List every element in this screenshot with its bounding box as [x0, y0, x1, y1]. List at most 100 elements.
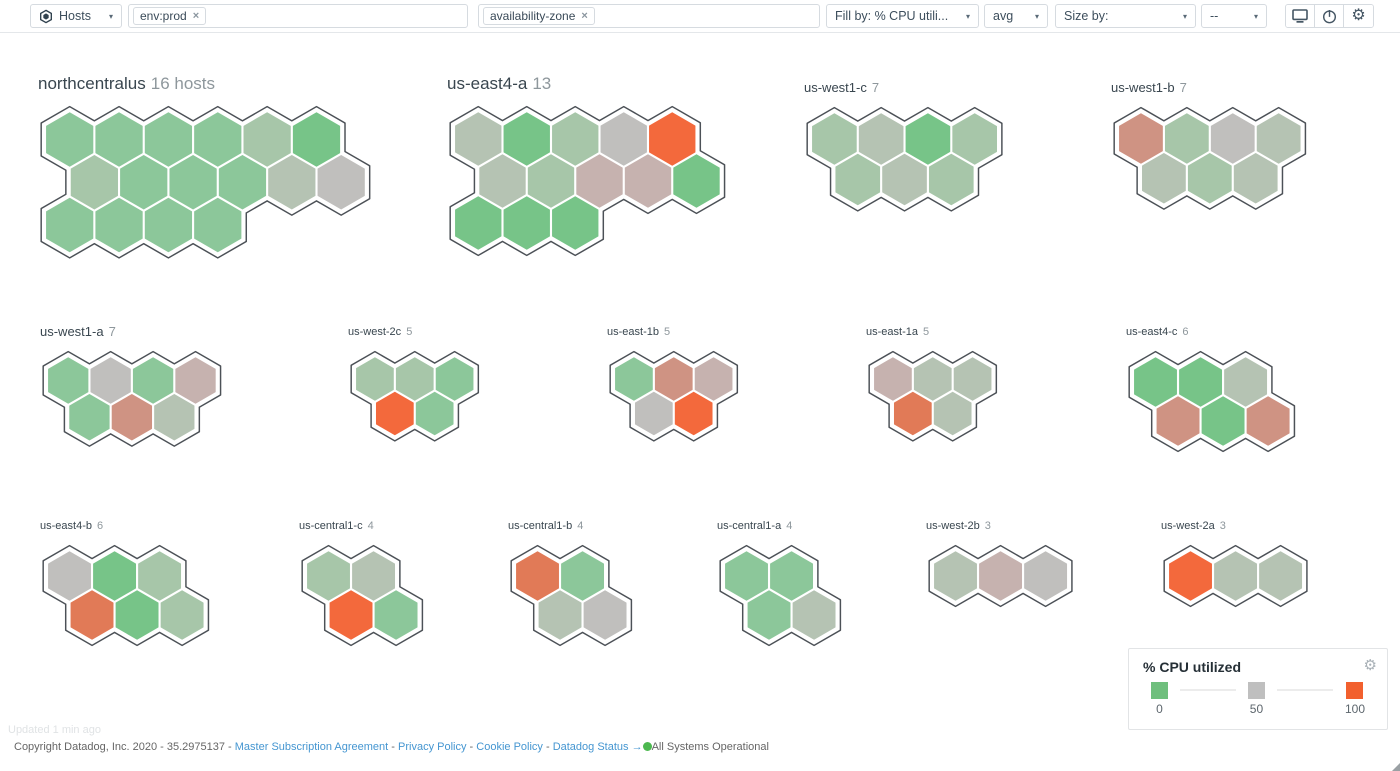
host-hexagon[interactable] [538, 590, 582, 640]
filter-tag[interactable]: env:prod × [133, 7, 207, 25]
host-hexagon[interactable] [292, 112, 341, 167]
host-hexagon[interactable] [979, 551, 1023, 601]
host-hexagon[interactable] [46, 197, 94, 253]
hosts-dropdown[interactable]: Hosts ▾ [30, 4, 122, 28]
host-hexagon[interactable] [1142, 153, 1186, 204]
host-hexagon[interactable] [395, 357, 434, 401]
host-hexagon[interactable] [455, 112, 502, 166]
hexagon-cluster[interactable] [607, 349, 741, 444]
group-by-tag[interactable]: availability-zone × [483, 7, 595, 25]
host-hexagon[interactable] [218, 155, 267, 210]
host-hexagon[interactable] [882, 153, 927, 206]
hexagon-cluster[interactable] [508, 543, 635, 648]
host-hexagon[interactable] [375, 391, 414, 436]
hexagon-cluster[interactable] [40, 349, 224, 449]
host-hexagon[interactable] [415, 391, 454, 436]
host-hexagon[interactable] [934, 551, 977, 601]
host-hexagon[interactable] [243, 112, 291, 167]
remove-tag-icon[interactable]: × [192, 9, 200, 22]
host-hexagon[interactable] [111, 394, 153, 441]
monitor-icon[interactable] [1286, 5, 1315, 27]
hexagon-cluster[interactable] [1161, 543, 1311, 609]
remove-tag-icon[interactable]: × [581, 9, 588, 22]
host-hexagon[interactable] [615, 357, 653, 401]
host-hexagon[interactable] [1134, 357, 1177, 407]
host-hexagon[interactable] [46, 112, 94, 167]
filter-input[interactable]: env:prod × [128, 4, 468, 28]
group-by-input[interactable]: availability-zone × [478, 4, 820, 28]
footer-link[interactable]: Datadog Status → [552, 741, 643, 753]
host-hexagon[interactable] [874, 357, 912, 401]
host-hexagon[interactable] [93, 551, 137, 601]
host-hexagon[interactable] [169, 155, 217, 210]
host-hexagon[interactable] [649, 112, 696, 166]
host-hexagon[interactable] [352, 551, 396, 601]
hexagon-cluster[interactable] [804, 105, 1006, 214]
host-hexagon[interactable] [634, 391, 673, 436]
hexagon-cluster[interactable] [299, 543, 426, 648]
host-hexagon[interactable] [48, 551, 91, 601]
legend-gear-icon[interactable]: ⚙ [1363, 657, 1377, 674]
host-hexagon[interactable] [747, 590, 791, 640]
host-hexagon[interactable] [952, 113, 997, 165]
host-hexagon[interactable] [1201, 396, 1245, 446]
host-hexagon[interactable] [858, 113, 904, 165]
host-hexagon[interactable] [624, 154, 672, 208]
host-hexagon[interactable] [95, 197, 143, 253]
host-hexagon[interactable] [154, 394, 195, 441]
host-hexagon[interactable] [835, 153, 881, 206]
host-hexagon[interactable] [1210, 113, 1255, 164]
hexagon-cluster[interactable] [1126, 349, 1298, 454]
host-hexagon[interactable] [552, 112, 599, 166]
host-hexagon[interactable] [356, 357, 394, 401]
host-hexagon[interactable] [329, 590, 373, 640]
host-hexagon[interactable] [138, 551, 182, 601]
host-hexagon[interactable] [527, 154, 575, 208]
host-hexagon[interactable] [552, 196, 599, 250]
host-hexagon[interactable] [503, 196, 550, 250]
host-hexagon[interactable] [194, 112, 242, 167]
host-hexagon[interactable] [1224, 357, 1268, 407]
host-hexagon[interactable] [455, 196, 502, 250]
gear-icon[interactable]: ⚙ [1344, 5, 1373, 27]
host-hexagon[interactable] [317, 155, 365, 210]
host-hexagon[interactable] [160, 590, 204, 640]
host-hexagon[interactable] [576, 154, 623, 208]
hexagon-cluster[interactable] [40, 543, 212, 648]
host-hexagon[interactable] [70, 590, 114, 640]
aggregation-dropdown[interactable]: avg ▾ [984, 4, 1048, 28]
fill-by-dropdown[interactable]: Fill by: % CPU utili... ▾ [826, 4, 979, 28]
host-hexagon[interactable] [1169, 551, 1212, 601]
host-hexagon[interactable] [144, 197, 193, 253]
host-hexagon[interactable] [69, 394, 110, 441]
host-hexagon[interactable] [1119, 113, 1163, 164]
host-hexagon[interactable] [1156, 396, 1200, 446]
host-hexagon[interactable] [654, 357, 693, 401]
host-hexagon[interactable] [792, 590, 836, 640]
host-hexagon[interactable] [953, 357, 992, 401]
host-hexagon[interactable] [1179, 357, 1223, 407]
power-icon[interactable] [1315, 5, 1344, 27]
host-hexagon[interactable] [1259, 551, 1303, 601]
host-hexagon[interactable] [600, 112, 647, 166]
host-hexagon[interactable] [1164, 113, 1209, 164]
host-hexagon[interactable] [95, 112, 143, 167]
hexagon-cluster[interactable] [348, 349, 482, 444]
hexagon-cluster[interactable] [717, 543, 844, 648]
host-hexagon[interactable] [307, 551, 350, 601]
host-hexagon[interactable] [70, 155, 118, 210]
host-hexagon[interactable] [561, 551, 605, 601]
hexagon-cluster[interactable] [926, 543, 1076, 609]
host-hexagon[interactable] [694, 357, 733, 401]
host-hexagon[interactable] [268, 155, 316, 210]
hexagon-cluster[interactable] [447, 104, 728, 258]
host-hexagon[interactable] [516, 551, 559, 601]
host-hexagon[interactable] [893, 391, 932, 436]
hexagon-cluster[interactable] [866, 349, 1000, 444]
footer-link[interactable]: Cookie Policy [476, 741, 543, 753]
host-hexagon[interactable] [770, 551, 814, 601]
size-value-dropdown[interactable]: -- ▾ [1201, 4, 1267, 28]
host-hexagon[interactable] [1246, 396, 1290, 446]
size-by-dropdown[interactable]: Size by: ▾ [1055, 4, 1196, 28]
host-hexagon[interactable] [435, 357, 474, 401]
